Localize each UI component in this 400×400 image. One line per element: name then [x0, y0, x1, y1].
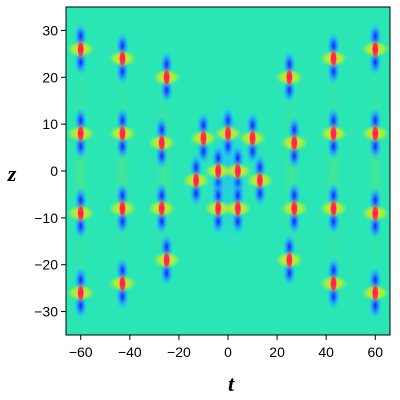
- peak-center: [286, 74, 292, 80]
- peak-center: [159, 205, 165, 212]
- peak: [361, 186, 390, 241]
- peak: [108, 181, 137, 236]
- peak-center: [200, 135, 207, 141]
- x-tick-label: −40: [118, 344, 142, 360]
- peak-center: [78, 46, 84, 52]
- peak-center: [372, 290, 378, 296]
- peak-center: [164, 74, 170, 80]
- peak-center: [257, 177, 263, 183]
- peak: [152, 233, 181, 288]
- peak-center: [291, 140, 297, 146]
- peak: [361, 265, 390, 320]
- peak-center: [119, 205, 126, 212]
- peak: [189, 111, 218, 166]
- y-axis-title: z: [7, 161, 17, 186]
- peak: [223, 181, 252, 236]
- peak: [108, 106, 137, 161]
- peak: [108, 31, 137, 86]
- y-tick-label: −20: [34, 257, 58, 273]
- peak-center: [119, 130, 126, 137]
- peak-center: [235, 205, 241, 212]
- peak-center: [78, 210, 84, 216]
- peak-center: [215, 168, 221, 174]
- x-tick-label: 0: [224, 344, 232, 360]
- peak-center: [193, 177, 199, 183]
- peak-center: [330, 280, 337, 287]
- peak-center: [249, 135, 256, 141]
- y-tick-label: 0: [50, 163, 58, 179]
- background-band: [68, 21, 93, 321]
- y-tick-label: 10: [42, 116, 58, 132]
- x-tick-label: 20: [269, 344, 285, 360]
- background-band: [321, 21, 346, 321]
- peak-center: [215, 205, 221, 212]
- peak: [66, 265, 95, 320]
- y-tick-label: 30: [42, 22, 58, 38]
- peak-center: [159, 140, 165, 146]
- x-tick-label: 40: [318, 344, 334, 360]
- x-tick-label: −60: [69, 344, 93, 360]
- peak: [204, 181, 233, 236]
- peak-center: [78, 130, 84, 137]
- peak: [319, 31, 348, 86]
- peak: [361, 22, 390, 77]
- peak: [182, 153, 211, 208]
- peak: [223, 144, 252, 198]
- peak: [66, 22, 95, 77]
- peak: [108, 256, 137, 311]
- peak-center: [119, 280, 126, 287]
- peak: [147, 115, 176, 170]
- peak: [66, 186, 95, 241]
- peak-center: [235, 168, 241, 174]
- peak-center: [78, 290, 84, 296]
- peak: [147, 181, 176, 236]
- peak-center: [119, 55, 126, 62]
- peak: [319, 106, 348, 161]
- peak: [275, 233, 304, 288]
- peaks-layer: [66, 22, 390, 320]
- peak-center: [286, 257, 292, 263]
- peak-center: [164, 257, 170, 263]
- peak: [361, 106, 390, 161]
- x-axis: −60 −40 −20 0 20 40 60: [69, 335, 383, 360]
- peak-center: [330, 55, 337, 62]
- y-tick-label: 20: [42, 69, 58, 85]
- peak-center: [330, 130, 337, 137]
- peak: [280, 181, 309, 236]
- peak: [280, 115, 309, 170]
- peak: [152, 50, 181, 105]
- peak-center: [372, 130, 378, 137]
- background-field: [68, 21, 388, 321]
- peak: [66, 106, 95, 161]
- y-axis: −30 −20 −10 0 10 20 30: [34, 22, 66, 320]
- peak-center: [225, 130, 231, 137]
- peak: [245, 153, 274, 208]
- peak-center: [291, 205, 297, 212]
- peak: [275, 50, 304, 105]
- y-tick-label: −10: [34, 210, 58, 226]
- peak-center: [372, 46, 378, 52]
- peak-center: [372, 210, 378, 216]
- x-tick-label: −20: [167, 344, 191, 360]
- peak: [319, 256, 348, 311]
- x-axis-title: t: [228, 371, 235, 396]
- background-band: [363, 21, 388, 321]
- background-band: [110, 21, 135, 321]
- peak: [319, 181, 348, 236]
- peak-center: [330, 205, 337, 212]
- y-tick-label: −30: [34, 304, 58, 320]
- x-tick-label: 60: [367, 344, 383, 360]
